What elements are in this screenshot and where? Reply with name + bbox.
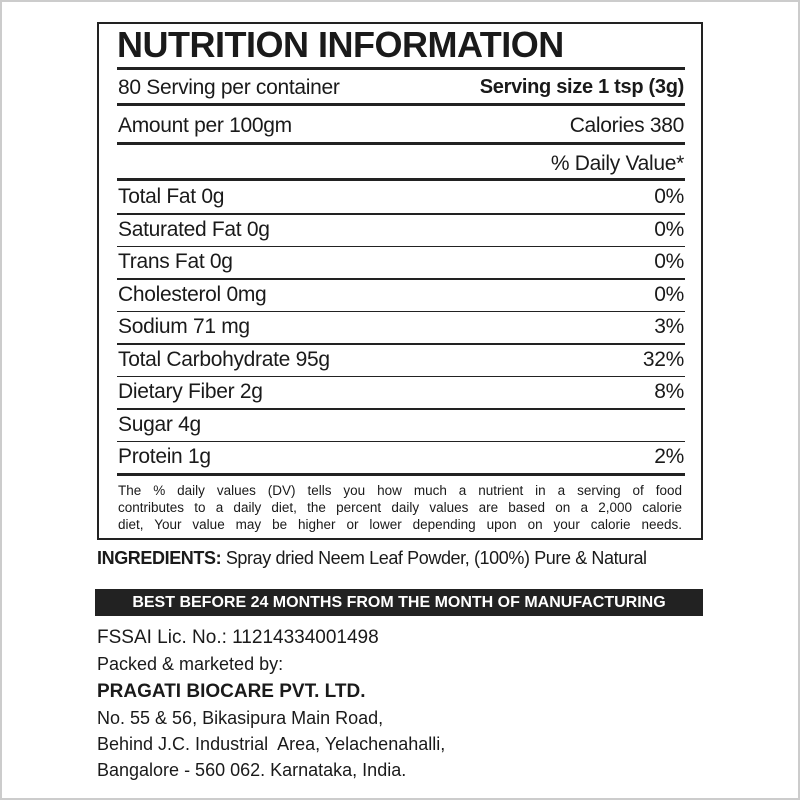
serving-size: Serving size 1 tsp (3g) <box>479 76 685 98</box>
nutrient-name: Protein 1g <box>118 445 211 468</box>
best-before: BEST BEFORE 24 MONTHS FROM THE MONTH OF … <box>95 589 703 616</box>
rule <box>117 473 685 476</box>
rule <box>117 213 685 215</box>
ingredients: INGREDIENTS: Spray dried Neem Leaf Powde… <box>97 549 647 567</box>
nutrient-dv: 0% <box>654 250 684 273</box>
nutrient-row: Sugar 4g <box>118 414 684 435</box>
packed-by: Packed & marketed by: <box>97 654 284 674</box>
amount-row: Amount per 100gm Calories 380 <box>118 115 684 136</box>
rule <box>117 103 685 106</box>
rule <box>117 408 685 410</box>
address-line: No. 55 & 56, Bikasipura Main Road, <box>97 708 384 728</box>
dv-row: % Daily Value* <box>118 153 684 174</box>
address-line: Behind J.C. Industrial Area, Yelachenaha… <box>97 734 446 754</box>
footnote-line: diet, Your value may be higher or lower … <box>118 517 682 532</box>
nutrient-name: Saturated Fat 0g <box>118 217 270 241</box>
footnote-line: contributes to a daily diet, the percent… <box>118 500 682 515</box>
ingredients-label: INGREDIENTS: <box>97 548 222 568</box>
rule <box>117 278 685 280</box>
amount: Amount per 100gm <box>118 114 292 137</box>
nutrient-name: Total Fat 0g <box>118 185 225 208</box>
nutrient-row: Cholesterol 0mg 0% <box>118 284 684 305</box>
rule <box>117 310 685 312</box>
nutrient-row: Total Fat 0g 0% <box>118 186 684 207</box>
nutrient-dv: 2% <box>654 445 684 468</box>
calories: Calories 380 <box>569 114 685 137</box>
nutrient-row: Protein 1g 2% <box>118 446 684 467</box>
dv-header: % Daily Value* <box>550 152 684 175</box>
footnote-line: The % daily values (DV) tells you how mu… <box>118 483 682 498</box>
serving-count: 80 Serving per container <box>118 76 340 99</box>
nutrient-dv: 32% <box>642 347 684 371</box>
rule <box>117 245 685 247</box>
rule <box>117 343 685 345</box>
rule <box>117 178 685 181</box>
rule <box>117 440 685 442</box>
nutrient-row: Trans Fat 0g 0% <box>118 251 684 272</box>
nutrition-box <box>97 22 703 540</box>
nutrient-name: Total Carbohydrate 95g <box>118 347 330 371</box>
nutrient-name: Sugar 4g <box>118 412 201 436</box>
serving-row: 80 Serving per container Serving size 1 … <box>118 77 684 98</box>
nutrient-dv: 0% <box>654 217 684 241</box>
nutrient-dv: 0% <box>654 282 684 306</box>
nutrient-row: Sodium 71 mg 3% <box>118 316 684 337</box>
nutrient-dv: 3% <box>654 315 684 338</box>
ingredients-text: Spray dried Neem Leaf Powder, (100%) Pur… <box>225 548 647 568</box>
rule <box>117 375 685 377</box>
nutrient-name: Cholesterol 0mg <box>118 282 267 306</box>
rule <box>117 142 685 145</box>
nutrient-name: Sodium 71 mg <box>118 315 250 338</box>
company: PRAGATI BIOCARE PVT. LTD. <box>97 681 366 702</box>
nutrient-row: Saturated Fat 0g 0% <box>118 219 684 240</box>
nutrient-name: Trans Fat 0g <box>118 250 233 273</box>
nutrient-name: Dietary Fiber 2g <box>118 380 263 403</box>
nutrient-dv: 8% <box>654 380 684 403</box>
rule <box>117 67 685 70</box>
nutrient-row: Dietary Fiber 2g 8% <box>118 381 684 402</box>
title: NUTRITION INFORMATION <box>117 24 564 65</box>
fssai: FSSAI Lic. No.: 11214334001498 <box>97 627 379 648</box>
nutrient-dv: 0% <box>654 185 684 208</box>
nutrient-row: Total Carbohydrate 95g 32% <box>118 349 684 370</box>
address-line: Bangalore - 560 062. Karnataka, India. <box>97 760 407 780</box>
